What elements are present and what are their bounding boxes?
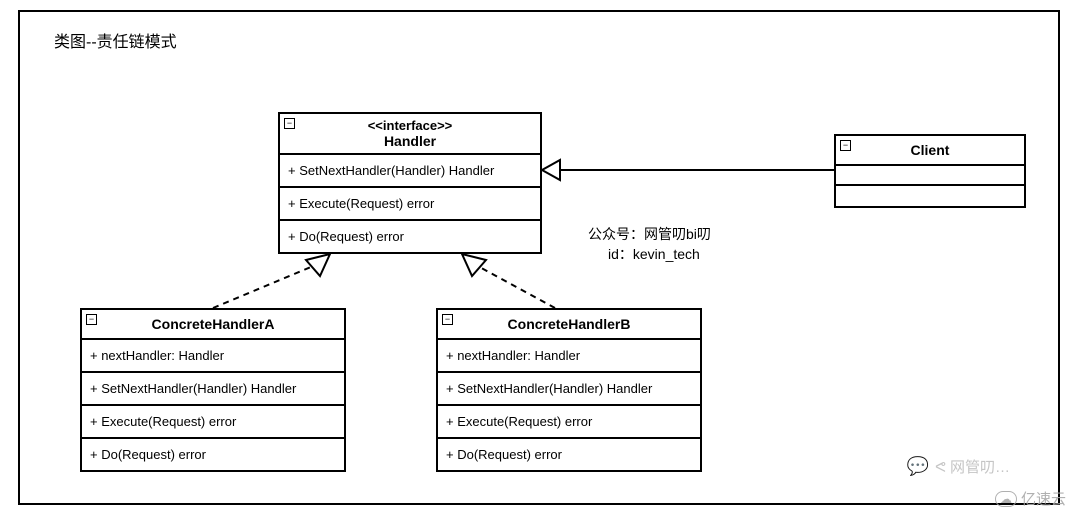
concrete-b-op-2: + Do(Request) error bbox=[438, 439, 700, 470]
concrete-a-op-0: + SetNextHandler(Handler) Handler bbox=[82, 373, 344, 406]
handler-op-0: + SetNextHandler(Handler) Handler bbox=[280, 155, 540, 188]
concrete-b-op-1: + Execute(Request) error bbox=[438, 406, 700, 439]
class-handler: − <<interface>> Handler + SetNextHandler… bbox=[278, 112, 542, 254]
class-concrete-a: − ConcreteHandlerA + nextHandler: Handle… bbox=[80, 308, 346, 472]
watermark-b-text: 亿速云 bbox=[1021, 488, 1066, 509]
class-concrete-b: − ConcreteHandlerB + nextHandler: Handle… bbox=[436, 308, 702, 472]
concrete-a-header: − ConcreteHandlerA bbox=[82, 310, 344, 340]
handler-name: Handler bbox=[286, 133, 534, 149]
handler-stereotype: <<interface>> bbox=[286, 118, 534, 133]
handler-op-2: + Do(Request) error bbox=[280, 221, 540, 252]
chat-icon: 💬 bbox=[907, 456, 929, 477]
concrete-b-header: − ConcreteHandlerB bbox=[438, 310, 700, 340]
collapse-icon[interactable]: − bbox=[442, 314, 453, 325]
client-name: Client bbox=[842, 142, 1018, 158]
cloud-icon: ☁ bbox=[995, 491, 1017, 507]
note-line-1: 公众号：网管叨bi叨 bbox=[588, 224, 711, 244]
watermark-yisu: ☁ 亿速云 bbox=[995, 488, 1066, 509]
collapse-icon[interactable]: − bbox=[284, 118, 295, 129]
diagram-title: 类图--责任链模式 bbox=[54, 28, 177, 52]
concrete-b-attr-0: + nextHandler: Handler bbox=[438, 340, 700, 373]
note-line-2: id：kevin_tech bbox=[588, 244, 711, 264]
collapse-icon[interactable]: − bbox=[86, 314, 97, 325]
class-handler-header: − <<interface>> Handler bbox=[280, 114, 540, 155]
class-client-header: − Client bbox=[836, 136, 1024, 166]
class-client: − Client bbox=[834, 134, 1026, 208]
concrete-a-attr-0: + nextHandler: Handler bbox=[82, 340, 344, 373]
concrete-a-op-1: + Execute(Request) error bbox=[82, 406, 344, 439]
concrete-b-op-0: + SetNextHandler(Handler) Handler bbox=[438, 373, 700, 406]
attribution-note: 公众号：网管叨bi叨 id：kevin_tech bbox=[588, 224, 711, 264]
client-attrs bbox=[836, 166, 1024, 186]
client-ops bbox=[836, 186, 1024, 206]
concrete-a-name: ConcreteHandlerA bbox=[88, 316, 338, 332]
concrete-b-name: ConcreteHandlerB bbox=[444, 316, 694, 332]
watermark-wechat: 💬 ᕙ 网管叨… bbox=[907, 456, 1010, 477]
watermark-a-text: ᕙ 网管叨… bbox=[935, 456, 1010, 477]
handler-op-1: + Execute(Request) error bbox=[280, 188, 540, 221]
concrete-a-op-2: + Do(Request) error bbox=[82, 439, 344, 470]
collapse-icon[interactable]: − bbox=[840, 140, 851, 151]
